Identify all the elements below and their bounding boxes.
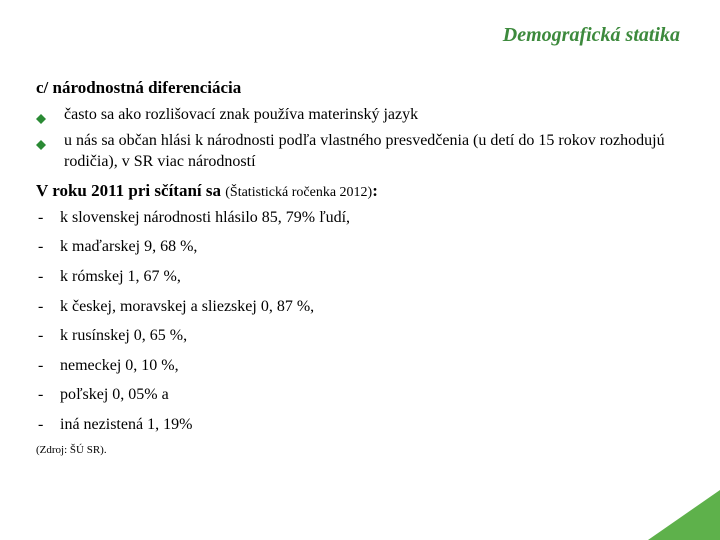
list-item: k rusínskej 0, 65 %,: [36, 325, 684, 347]
list-item-text: často sa ako rozlišovací znak používa ma…: [64, 106, 418, 123]
census-line: V roku 2011 pri sčítaní sa (Štatistická …: [36, 181, 684, 201]
list-item: k rómskej 1, 67 %,: [36, 266, 684, 288]
dash-list: k slovenskej národnosti hlásilo 85, 79% …: [36, 207, 684, 436]
list-item-text: k maďarskej 9, 68 %,: [60, 238, 197, 255]
list-item: iná nezistená 1, 19%: [36, 414, 684, 436]
list-item-text: nemeckej 0, 10 %,: [60, 357, 179, 374]
list-item-text: k rómskej 1, 67 %,: [60, 268, 181, 285]
list-item: často sa ako rozlišovací znak používa ma…: [36, 104, 684, 126]
source-note: (Zdroj: ŠÚ SR).: [36, 444, 684, 456]
census-bold: V roku 2011 pri sčítaní sa: [36, 181, 225, 200]
census-small: (Štatistická ročenka 2012): [225, 185, 372, 200]
list-item: poľskej 0, 05% a: [36, 384, 684, 406]
list-item-text: k slovenskej národnosti hlásilo 85, 79% …: [60, 209, 350, 226]
list-item: k maďarskej 9, 68 %,: [36, 236, 684, 258]
list-item: k českej, moravskej a sliezskej 0, 87 %,: [36, 296, 684, 318]
diamond-list: často sa ako rozlišovací znak používa ma…: [36, 104, 684, 173]
census-colon: :: [372, 181, 378, 200]
diamond-icon: [36, 109, 46, 131]
slide: Demografická statika c/ národnostná dife…: [0, 0, 720, 540]
subheading: c/ národnostná diferenciácia: [36, 78, 684, 98]
diamond-icon: [36, 135, 46, 157]
list-item: k slovenskej národnosti hlásilo 85, 79% …: [36, 207, 684, 229]
list-item-text: u nás sa občan hlási k národnosti podľa …: [64, 132, 665, 171]
list-item: u nás sa občan hlási k národnosti podľa …: [36, 130, 684, 173]
slide-title: Demografická statika: [503, 24, 680, 47]
list-item-text: iná nezistená 1, 19%: [60, 416, 192, 433]
list-item: nemeckej 0, 10 %,: [36, 355, 684, 377]
list-item-text: k rusínskej 0, 65 %,: [60, 327, 187, 344]
content-area: c/ národnostná diferenciácia často sa ak…: [36, 78, 684, 456]
list-item-text: poľskej 0, 05% a: [60, 386, 169, 403]
list-item-text: k českej, moravskej a sliezskej 0, 87 %,: [60, 298, 314, 315]
corner-accent: [648, 490, 720, 540]
